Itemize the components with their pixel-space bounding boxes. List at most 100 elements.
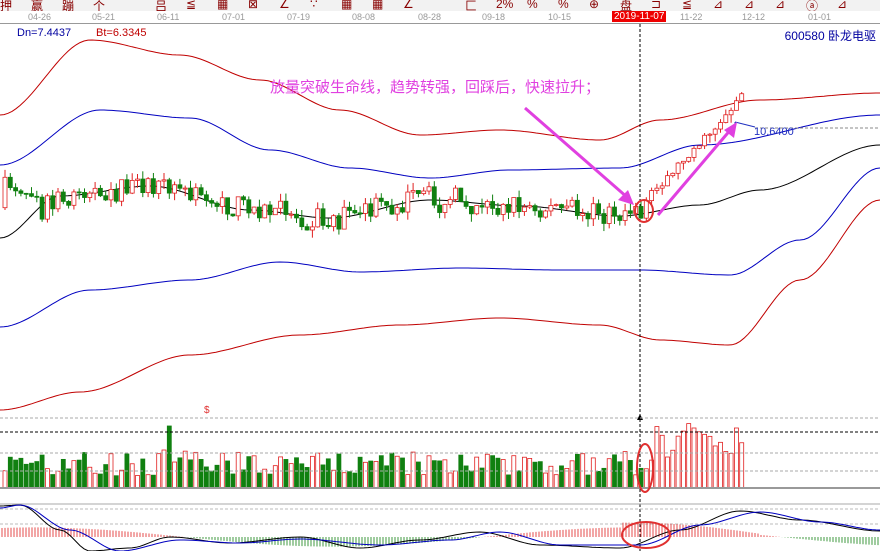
candle-body: [347, 206, 352, 211]
candle-body: [575, 199, 580, 216]
volume-bar: [299, 463, 305, 489]
volume-bar: [569, 460, 575, 489]
volume-bar: [188, 459, 193, 489]
candle-body: [712, 128, 718, 135]
candle-body: [87, 192, 93, 198]
volume-bar: [707, 435, 713, 489]
toolbar-button[interactable]: 押: [0, 0, 13, 11]
toolbar-button[interactable]: 个: [93, 0, 106, 11]
toolbar-button[interactable]: ⓐ: [806, 0, 819, 11]
trend-arrowhead: [724, 122, 737, 138]
candle-body: [442, 203, 448, 213]
crosshair-arrow: [637, 414, 643, 420]
toolbar-button[interactable]: ▦: [217, 0, 229, 11]
toolbar-button[interactable]: ∠: [403, 0, 414, 11]
candle-body: [511, 197, 517, 213]
volume-bar: [596, 470, 601, 489]
candle-body: [559, 204, 564, 209]
toolbar-button[interactable]: %: [558, 0, 569, 11]
toolbar-button[interactable]: ⊿: [775, 0, 786, 11]
volume-bar: [670, 449, 676, 489]
candle-body: [7, 176, 13, 189]
candle-body: [527, 205, 533, 208]
candle-body: [188, 187, 193, 201]
candle-body: [691, 147, 697, 158]
candle-body: [145, 178, 151, 193]
toolbar-button[interactable]: ∵: [310, 0, 318, 11]
volume-bar: [590, 457, 596, 489]
volume-bar: [357, 456, 363, 489]
volume-bar: [712, 445, 718, 489]
toolbar-button[interactable]: ⊠: [248, 0, 259, 11]
volume-bar: [60, 458, 66, 489]
volume-bar: [23, 463, 29, 489]
toolbar-button[interactable]: ▦: [372, 0, 384, 11]
toolbar-button[interactable]: 吕: [155, 0, 168, 11]
candle-body: [734, 100, 739, 111]
volume-bar: [193, 451, 199, 489]
toolbar-button[interactable]: ⊿: [744, 0, 755, 11]
volume-bar: [453, 470, 458, 489]
candle-body: [596, 203, 601, 214]
candle-body: [161, 179, 167, 182]
annotation-arrow: [524, 106, 629, 200]
candle-body: [458, 187, 464, 202]
lower-inner-band: [0, 167, 880, 328]
volume-bar: [426, 455, 432, 489]
candle-body: [140, 178, 146, 193]
volume-bar: [463, 465, 469, 489]
candle-body: [728, 109, 734, 116]
toolbar-button[interactable]: ⊿: [837, 0, 848, 11]
candle-body: [98, 187, 103, 197]
candle-body: [182, 187, 188, 190]
volume-bar: [241, 469, 246, 489]
candle-body: [537, 210, 543, 218]
candle-body: [628, 210, 633, 214]
candle-body: [686, 157, 692, 162]
volume-bar: [235, 451, 241, 489]
volume-bar: [103, 464, 109, 489]
candle-body: [246, 199, 252, 214]
candle-body: [394, 207, 400, 215]
volume-bar: [522, 456, 527, 489]
candle-body: [66, 201, 71, 206]
candle-body: [172, 184, 178, 194]
toolbar-button[interactable]: 蹦: [62, 0, 75, 11]
candle-body: [288, 213, 294, 216]
candle-body: [638, 206, 644, 219]
toolbar-button[interactable]: ⊐: [651, 0, 662, 11]
candle-body: [150, 178, 156, 194]
candle-body: [506, 203, 511, 213]
toolbar-button[interactable]: ∠: [279, 0, 290, 11]
volume-bar: [410, 451, 416, 489]
candle-body: [373, 197, 379, 217]
candle-body: [325, 225, 331, 228]
candle-body: [39, 196, 45, 220]
volume-bar: [246, 456, 252, 489]
toolbar-button[interactable]: 匚: [465, 0, 478, 11]
upper-inner-band: [0, 109, 880, 179]
volume-bar: [7, 456, 13, 489]
toolbar-button[interactable]: ▦: [341, 0, 353, 11]
toolbar-button[interactable]: ⊿: [713, 0, 724, 11]
toolbar-button[interactable]: %: [527, 0, 538, 11]
volume-bar: [39, 454, 45, 489]
toolbar-button[interactable]: ≦: [186, 0, 197, 11]
toolbar-button[interactable]: 赢: [31, 0, 44, 11]
toolbar-button[interactable]: 2%: [496, 0, 514, 11]
toolbar-button[interactable]: ⊕: [589, 0, 600, 11]
candle-body: [410, 190, 416, 193]
volume-bar: [92, 472, 98, 489]
toolbar-button[interactable]: ≦: [682, 0, 693, 11]
volume-bar: [150, 474, 156, 489]
volume-bar: [516, 470, 522, 489]
candle-body: [92, 187, 98, 194]
volume-bar: [696, 431, 702, 489]
volume-bar: [368, 460, 374, 489]
volume-bar: [527, 458, 533, 489]
date-tick: 05-21: [92, 12, 116, 22]
toolbar-button[interactable]: 盘: [620, 0, 633, 11]
volume-bar: [431, 460, 437, 489]
volume-bar: [262, 468, 268, 489]
